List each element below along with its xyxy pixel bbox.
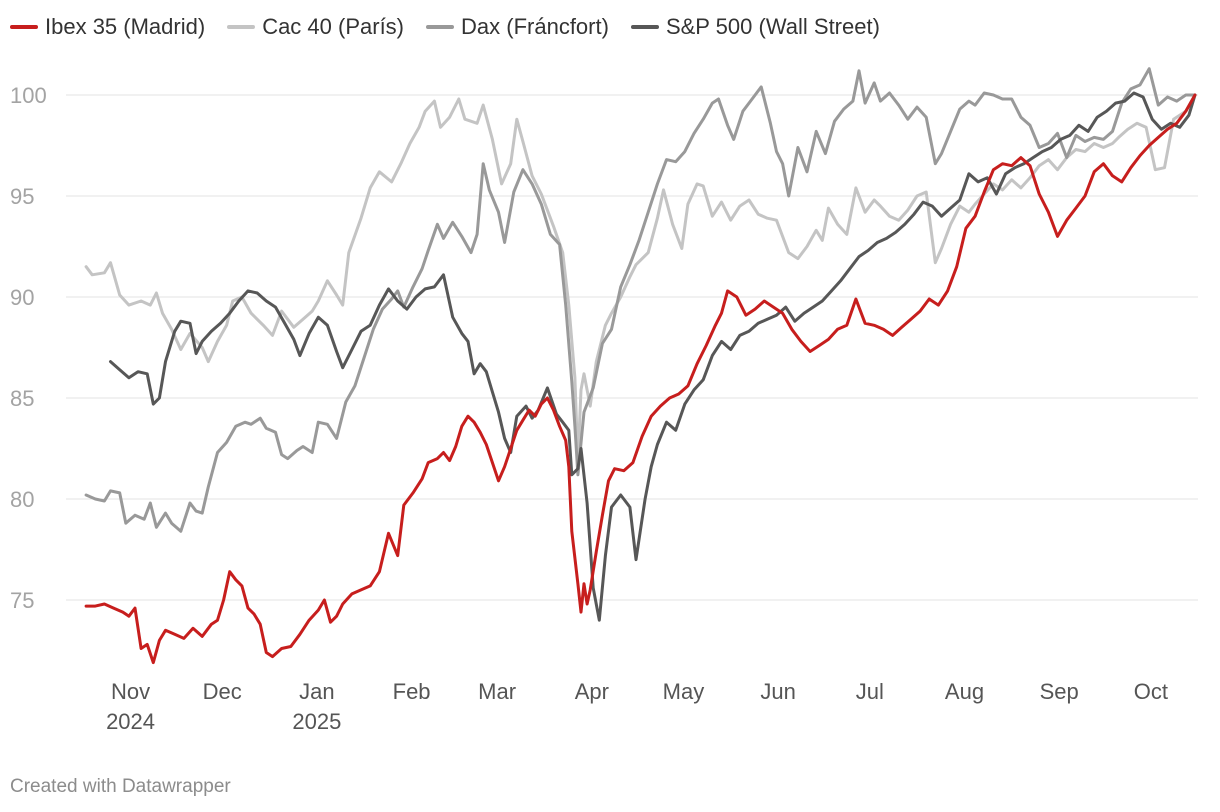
series-line-dax [84, 67, 1197, 533]
x-tick-label-jan: Jan [299, 679, 334, 704]
x-tick-label-jul: Jul [856, 679, 884, 704]
y-tick-label-80: 80 [10, 487, 34, 512]
y-axis-tick-labels: 75 80 85 90 95 100 [10, 83, 47, 613]
x-tick-label-aug: Aug [945, 679, 984, 704]
x-tick-label-nov: Nov [111, 679, 150, 704]
legend-label-cac: Cac 40 (París) [262, 14, 405, 39]
legend-item-dax: Dax (Fráncfort) [426, 14, 609, 40]
x-tick-year-2024: 2024 [106, 709, 155, 734]
legend-item-cac: Cac 40 (París) [227, 14, 404, 40]
x-tick-label-jun: Jun [760, 679, 795, 704]
x-tick-label-mar: Mar [478, 679, 516, 704]
x-tick-label-may: May [663, 679, 705, 704]
series-line-cac [84, 93, 1197, 465]
series-line-ibex [84, 93, 1197, 665]
legend-item-sp500: S&P 500 (Wall Street) [630, 14, 880, 40]
x-tick-label-dec: Dec [203, 679, 242, 704]
x-tick-label-apr: Apr [575, 679, 609, 704]
series-line-sp [109, 91, 1197, 622]
y-tick-label-75: 75 [10, 588, 34, 613]
y-tick-label-90: 90 [10, 285, 34, 310]
legend-label-ibex: Ibex 35 (Madrid) [45, 14, 206, 39]
series-lines [84, 67, 1197, 665]
y-tick-label-95: 95 [10, 184, 34, 209]
legend-label-dax: Dax (Fráncfort) [461, 14, 609, 39]
x-tick-label-oct: Oct [1134, 679, 1168, 704]
legend-item-ibex: Ibex 35 (Madrid) [10, 14, 205, 40]
x-tick-year-2025: 2025 [292, 709, 341, 734]
x-tick-label-feb: Feb [393, 679, 431, 704]
legend-swatch-dax [426, 25, 455, 29]
gridlines [66, 94, 1198, 601]
x-axis-tick-labels: Nov 2024 Dec Jan 2025 Feb Mar Apr May Jun Jul Aug Se… [106, 679, 1168, 734]
legend-swatch-sp500 [630, 25, 659, 29]
credit-footer: Created with Datawrapper [10, 776, 231, 797]
legend-label-sp500: S&P 500 (Wall Street) [665, 14, 880, 39]
legend-swatch-ibex [10, 25, 38, 29]
y-tick-label-85: 85 [10, 386, 34, 411]
x-tick-label-sep: Sep [1040, 679, 1079, 704]
legend-swatch-cac [227, 25, 256, 29]
y-tick-label-100: 100 [10, 83, 47, 108]
chart-legend: Ibex 35 (Madrid) Cac 40 (París) Dax (Frá… [10, 12, 880, 42]
